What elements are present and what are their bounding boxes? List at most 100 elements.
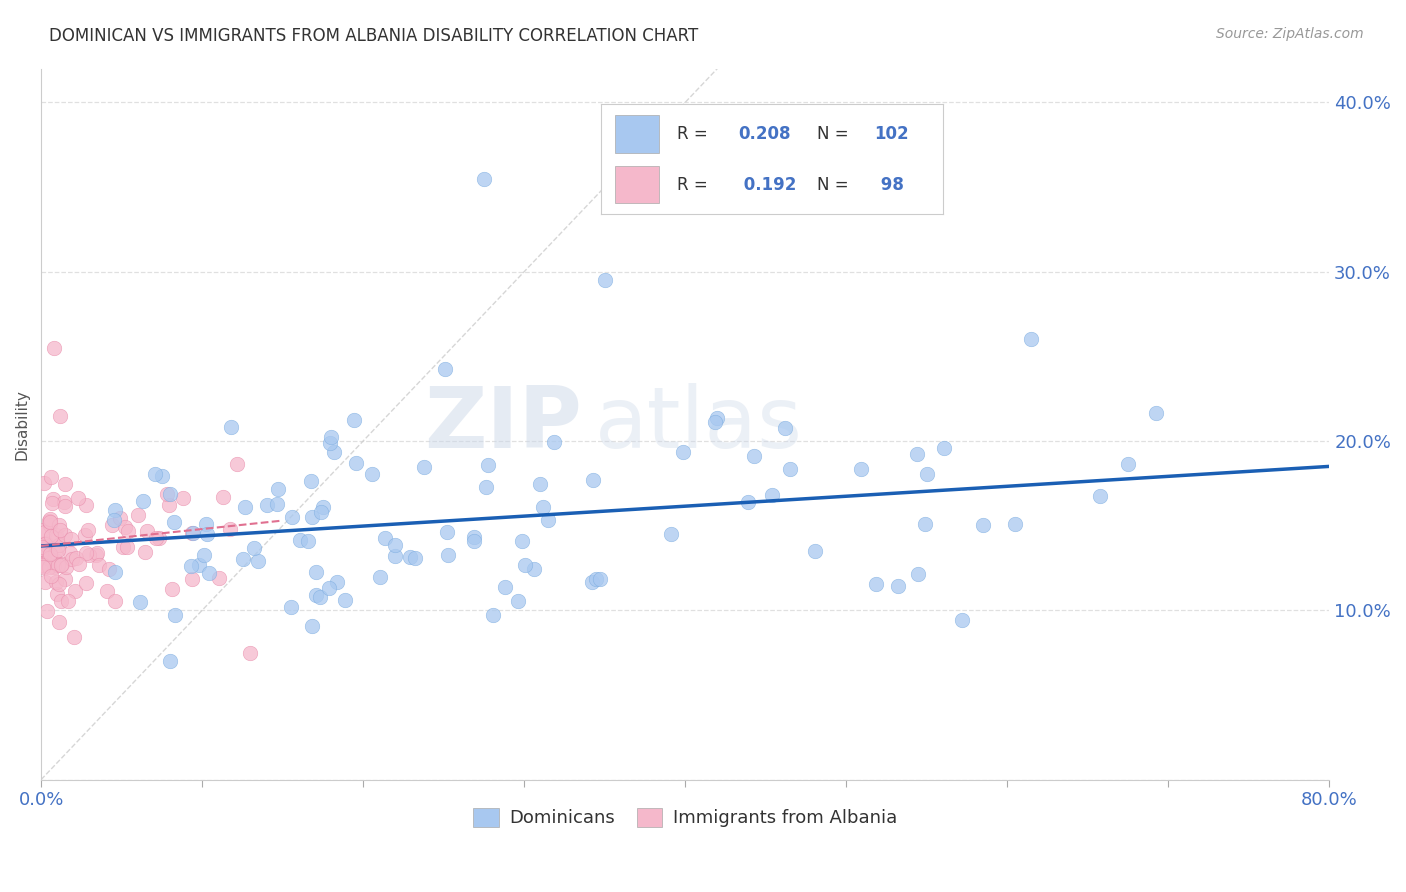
Point: [39, 469, 62, 483]
Point: [45, 531, 67, 545]
Point: [38, 512, 60, 526]
Point: [915, 467, 938, 481]
Point: [87, 558, 110, 573]
Point: [163, 516, 186, 530]
Point: [219, 522, 242, 536]
Point: [44, 553, 66, 567]
Point: [773, 421, 796, 435]
Point: [48, 537, 70, 551]
Point: [163, 608, 186, 623]
Point: [59, 546, 82, 560]
Point: [305, 588, 328, 602]
Point: [779, 461, 801, 475]
Point: [42, 492, 65, 507]
Point: [281, 510, 304, 524]
Point: [53, 476, 76, 491]
Point: [53, 494, 76, 508]
Point: [48, 517, 70, 532]
Point: [477, 458, 499, 473]
Point: [581, 575, 603, 590]
Y-axis label: Disability: Disability: [15, 389, 30, 459]
Point: [86, 549, 108, 563]
Point: [297, 534, 319, 549]
Point: [344, 456, 367, 470]
Point: [531, 500, 554, 515]
Point: [34, 559, 56, 574]
Point: [35, 550, 58, 565]
Point: [343, 413, 366, 427]
Point: [312, 500, 335, 515]
Point: [115, 540, 138, 554]
Point: [38, 518, 60, 533]
Point: [321, 430, 343, 444]
Point: [706, 410, 728, 425]
Point: [55, 560, 77, 574]
Point: [737, 495, 759, 509]
Point: [744, 449, 766, 463]
Point: [60, 551, 83, 566]
Point: [63, 583, 86, 598]
Point: [543, 435, 565, 450]
Point: [1118, 458, 1140, 472]
Point: [108, 510, 131, 524]
Point: [513, 558, 536, 572]
Point: [117, 524, 139, 539]
Point: [159, 486, 181, 500]
Point: [243, 541, 266, 555]
Point: [104, 594, 127, 608]
Point: [703, 415, 725, 429]
Point: [156, 487, 179, 501]
Point: [305, 566, 328, 580]
Point: [589, 572, 612, 586]
Point: [38, 515, 60, 529]
Point: [143, 467, 166, 482]
Point: [145, 531, 167, 545]
Point: [41, 496, 63, 510]
Point: [49, 558, 72, 573]
Point: [225, 457, 247, 471]
Point: [398, 550, 420, 565]
Point: [45, 575, 67, 590]
Point: [42, 341, 65, 355]
Point: [67, 491, 90, 505]
Point: [907, 566, 929, 581]
Point: [361, 467, 384, 481]
Point: [671, 444, 693, 458]
Point: [761, 488, 783, 502]
Point: [288, 533, 311, 547]
Point: [101, 518, 124, 533]
Point: [31, 557, 53, 571]
Point: [157, 498, 180, 512]
Point: [46, 587, 69, 601]
Point: [44, 544, 66, 558]
Point: [384, 549, 406, 563]
Point: [323, 445, 346, 459]
Point: [195, 526, 218, 541]
Point: [256, 498, 278, 512]
Text: Source: ZipAtlas.com: Source: ZipAtlas.com: [1216, 27, 1364, 41]
Point: [914, 516, 936, 531]
Point: [131, 493, 153, 508]
Point: [148, 531, 170, 545]
Point: [494, 580, 516, 594]
Point: [38, 560, 60, 574]
Point: [104, 503, 127, 517]
Point: [75, 546, 97, 560]
Point: [127, 508, 149, 523]
Point: [221, 420, 243, 434]
Point: [804, 544, 827, 558]
Point: [56, 594, 79, 608]
Point: [42, 559, 65, 574]
Point: [436, 524, 458, 539]
Point: [374, 531, 396, 545]
Point: [41, 554, 63, 568]
Point: [326, 575, 349, 590]
Point: [266, 482, 288, 496]
Point: [63, 630, 86, 644]
Point: [1090, 489, 1112, 503]
Point: [34, 524, 56, 539]
Point: [48, 577, 70, 591]
Point: [98, 562, 121, 576]
Point: [370, 570, 392, 584]
Point: [436, 548, 458, 562]
